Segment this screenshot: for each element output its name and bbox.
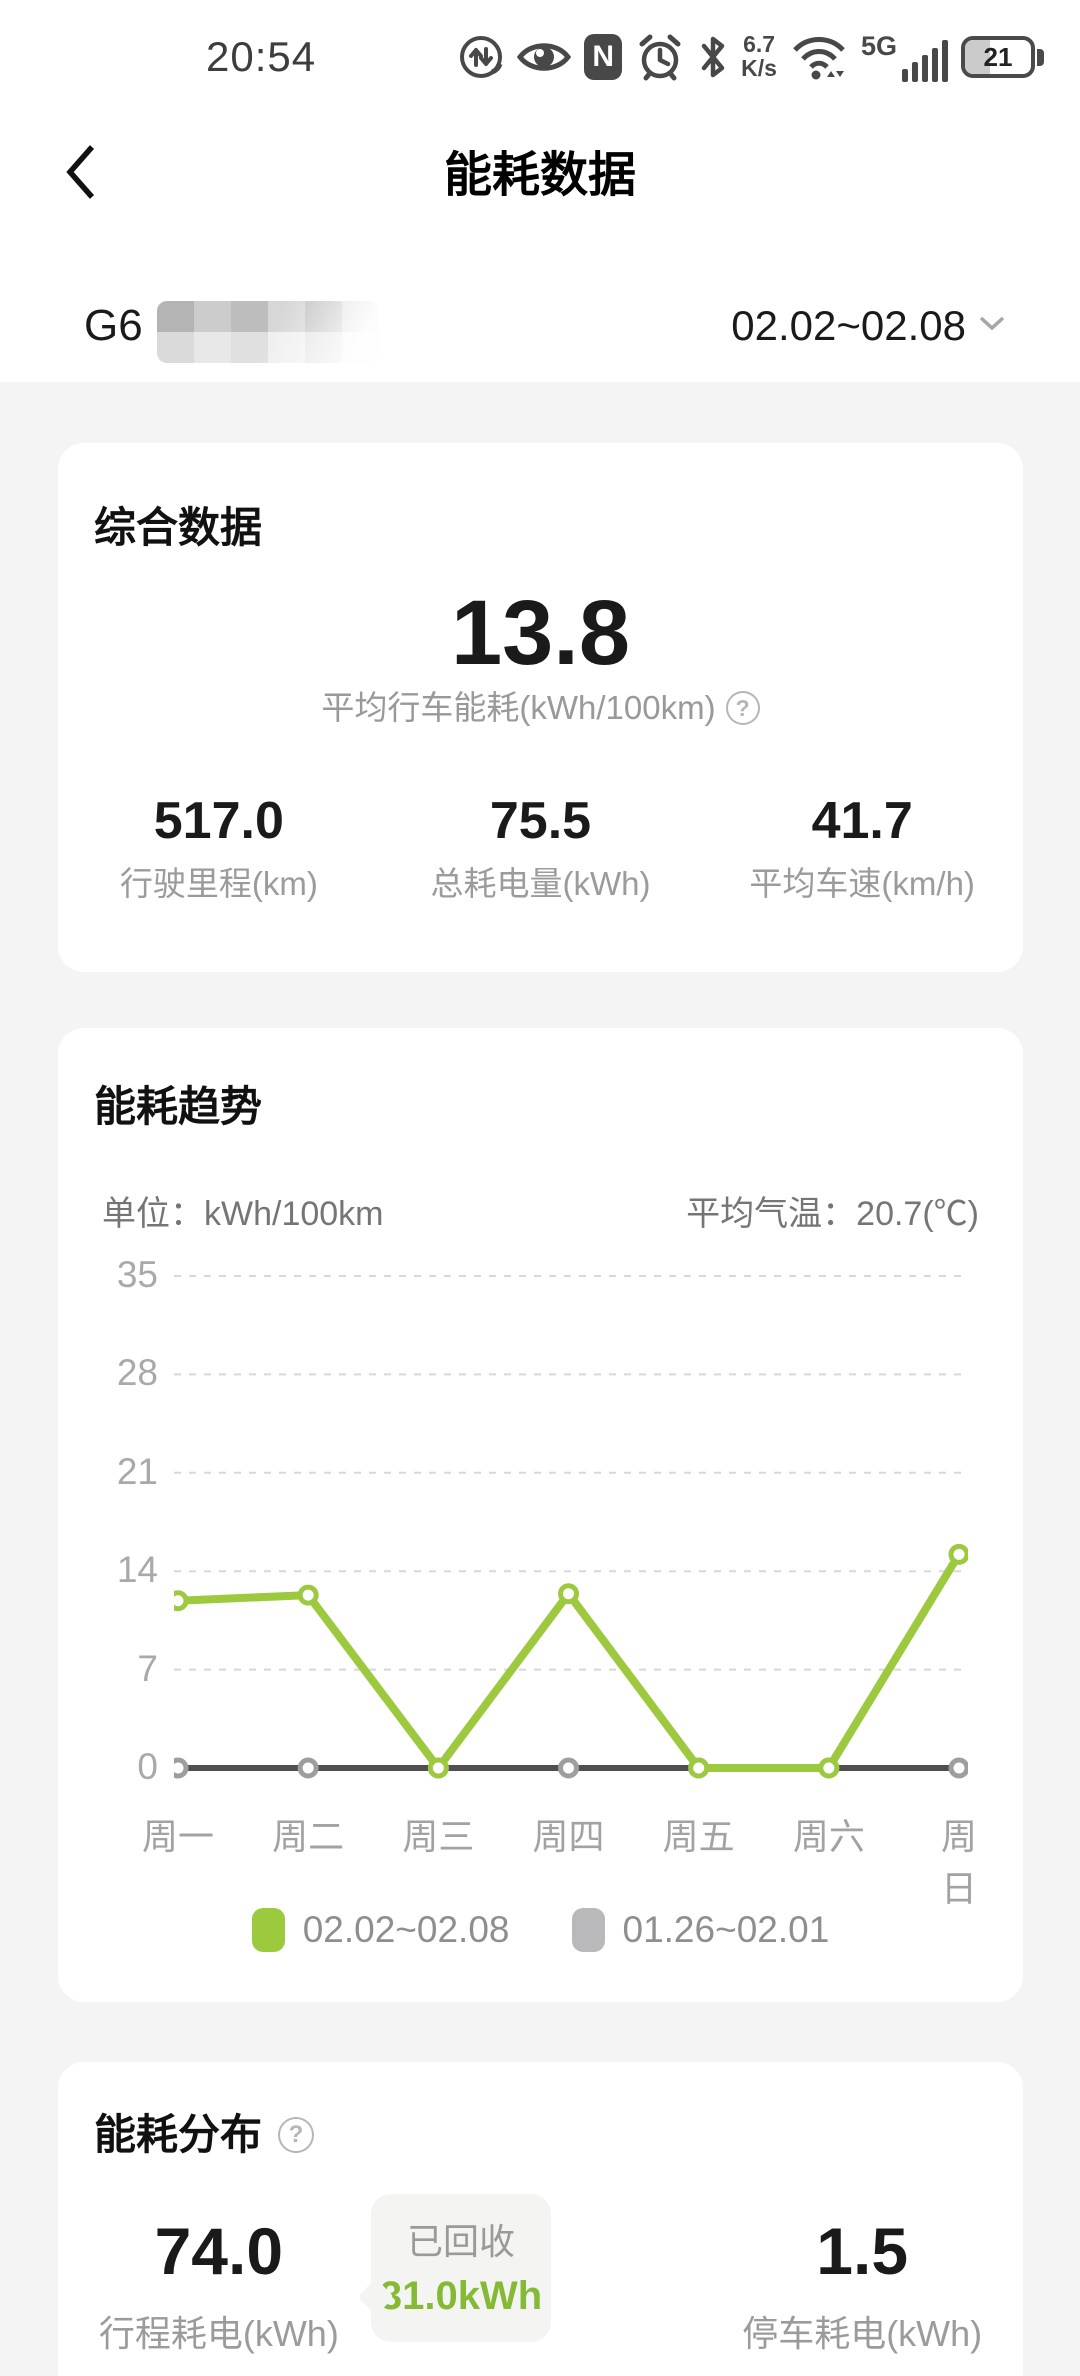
- summary-stats-row: 517.0 行驶里程(km) 75.5 总耗电量(kWh) 41.7 平均车速(…: [58, 792, 1023, 904]
- wifi-icon: [790, 33, 848, 81]
- vehicle-row: G6 02.02~02.08: [0, 240, 1080, 382]
- avg-consumption-value: 13.8: [450, 582, 631, 684]
- unit-label: 单位：kWh/100km: [102, 1195, 384, 1233]
- eye-comfort-icon: [517, 38, 572, 76]
- help-icon[interactable]: [278, 2117, 315, 2153]
- legend-swatch-green: [251, 1908, 285, 1952]
- distribution-row: 74.0 行程耗电(kWh) 1.5 停车耗电(kWh) 已回收 31.0kWh: [58, 2194, 1023, 2356]
- trend-card-title: 能耗趋势: [94, 1083, 263, 1130]
- vehicle-name: G6: [84, 295, 379, 363]
- legend-item-current-week: 02.02~02.08: [251, 1908, 510, 1952]
- nfc-icon: N: [584, 34, 623, 80]
- stat-parked-energy: 1.5 停车耗电(kWh): [742, 2214, 983, 2354]
- vehicle-model: G6: [84, 301, 143, 350]
- x-axis-label: 周三: [402, 1816, 475, 1857]
- date-range: 02.02~02.08: [731, 302, 966, 349]
- stat-total-energy: 75.5 总耗电量(kWh): [430, 792, 651, 902]
- chevron-down-icon: [978, 315, 1006, 337]
- distribution-title-row: 能耗分布: [94, 2110, 1023, 2160]
- y-axis-tick: 21: [116, 1450, 158, 1492]
- date-range-selector[interactable]: 02.02~02.08: [731, 302, 1006, 350]
- trend-card: 能耗趋势 单位：kWh/100km 平均气温：20.7(℃) 0 7 14 21 28 3…: [58, 1028, 1023, 2002]
- stat-distance: 517.0 行驶里程(km): [119, 792, 318, 902]
- x-axis-label: 周五: [662, 1816, 735, 1857]
- stat-avg-speed: 41.7 平均车速(km/h): [749, 792, 975, 902]
- legend-swatch-gray: [571, 1908, 605, 1952]
- chart-canvas: [174, 1275, 968, 1779]
- x-axis-label: 周二: [272, 1816, 345, 1857]
- page-title: 能耗数据: [443, 149, 636, 202]
- stat-trip-energy: 74.0 行程耗电(kWh): [98, 2214, 339, 2354]
- y-axis-tick: 28: [116, 1352, 158, 1394]
- y-axis-tick: 7: [137, 1647, 158, 1689]
- trend-line-chart: 0 7 14 21 28 35 周一 周二 周三 周四 周五 周六 周日: [102, 1252, 983, 1909]
- nav-bar: 能耗数据: [0, 100, 1080, 240]
- page-content: 综合数据 13.8 平均行车能耗(kWh/100km) 517.0 行驶里程(k…: [0, 382, 1080, 2376]
- chart-legend: 02.02~02.08 01.26~02.01: [58, 1908, 1023, 1952]
- trend-meta-row: 单位：kWh/100km 平均气温：20.7(℃): [102, 1190, 979, 1238]
- y-axis-tick: 35: [116, 1254, 158, 1295]
- alarm-clock-icon: [635, 33, 685, 81]
- x-axis-label: 周四: [532, 1816, 605, 1857]
- primary-metric: 13.8 平均行车能耗(kWh/100km): [58, 585, 1023, 728]
- legend-item-previous-week: 01.26~02.01: [571, 1908, 829, 1952]
- clock: 20:54: [206, 33, 317, 80]
- distribution-card-title: 能耗分布: [94, 2111, 263, 2158]
- battery-level: 21: [983, 41, 1013, 72]
- summary-card: 综合数据 13.8 平均行车能耗(kWh/100km) 517.0 行驶里程(k…: [58, 443, 1023, 972]
- status-bar: 20:54 N: [0, 0, 1080, 100]
- x-axis-label: 周日: [940, 1816, 978, 1909]
- distribution-card: 能耗分布 74.0 行程耗电(kWh) 1.5 停车耗电(kWh) 已回收 31…: [58, 2062, 1023, 2376]
- back-button[interactable]: [62, 142, 102, 202]
- battery-icon: 21: [961, 36, 1044, 78]
- avg-consumption-label: 平均行车能耗(kWh/100km): [321, 688, 760, 728]
- summary-card-title: 综合数据: [94, 504, 263, 551]
- recovered-energy-badge: 已回收 31.0kWh: [371, 2194, 551, 2342]
- y-axis-tick: 0: [137, 1746, 158, 1787]
- x-axis-label: 周一: [141, 1816, 215, 1857]
- y-axis-tick: 14: [116, 1549, 158, 1591]
- signal-5g-icon: 5G: [861, 32, 948, 82]
- battery-fill: [965, 40, 991, 74]
- network-speed: 6.7 K/s: [741, 31, 777, 81]
- help-icon[interactable]: [725, 691, 760, 725]
- bluetooth-icon: [698, 33, 728, 81]
- avg-temperature: 平均气温：20.7(℃): [686, 1195, 979, 1233]
- x-axis-label: 周六: [792, 1816, 865, 1857]
- vehicle-name-blurred: [156, 301, 379, 363]
- status-icons: N 6.7 K/s: [458, 31, 1044, 82]
- data-saver-icon: [458, 34, 504, 80]
